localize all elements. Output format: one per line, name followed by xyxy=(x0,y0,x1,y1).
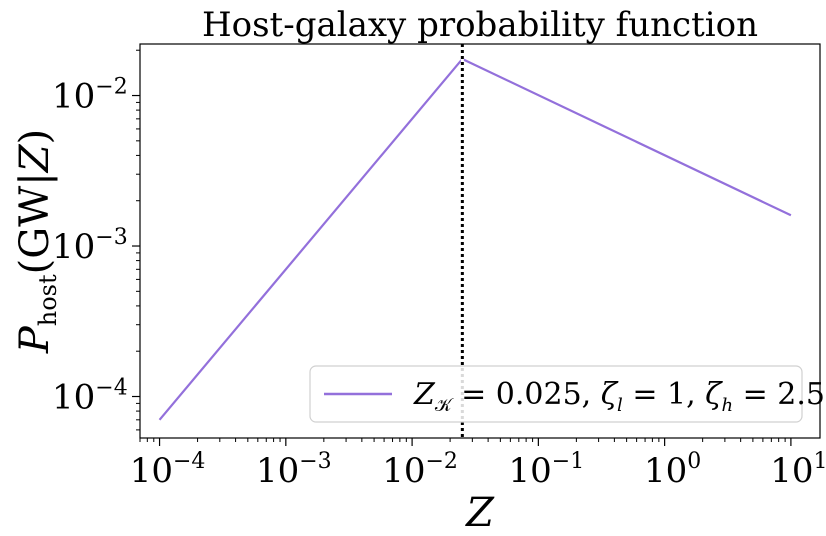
x-tick-label-4: 100 xyxy=(644,449,701,491)
x-tick-label-1: 10−3 xyxy=(256,449,332,491)
chart-title: Host-galaxy probability function xyxy=(202,5,758,45)
x-axis-label: Z xyxy=(464,490,495,536)
x-tick-label-2: 10−2 xyxy=(382,449,458,491)
y-axis-label: Phost(GW|Z) xyxy=(12,129,62,354)
y-tick-label-2: 10−2 xyxy=(52,75,128,117)
y-tick-label-1: 10−3 xyxy=(52,225,128,267)
legend-box xyxy=(309,365,803,423)
x-tick-label-5: 101 xyxy=(770,449,826,491)
x-tick-label-0: 10−4 xyxy=(130,449,206,491)
axes: 10−4 10−3 10−2 10−1 100 10110−410−310−2ZPhost… xyxy=(12,43,826,536)
x-tick-label-3: 10−1 xyxy=(509,449,585,491)
y-tick-label-0: 10−4 xyxy=(52,376,128,418)
axes-frame xyxy=(139,43,821,439)
legend-label: Z𝒦 = 0.025, ζl = 1, ζh = 2.5 xyxy=(413,377,825,416)
